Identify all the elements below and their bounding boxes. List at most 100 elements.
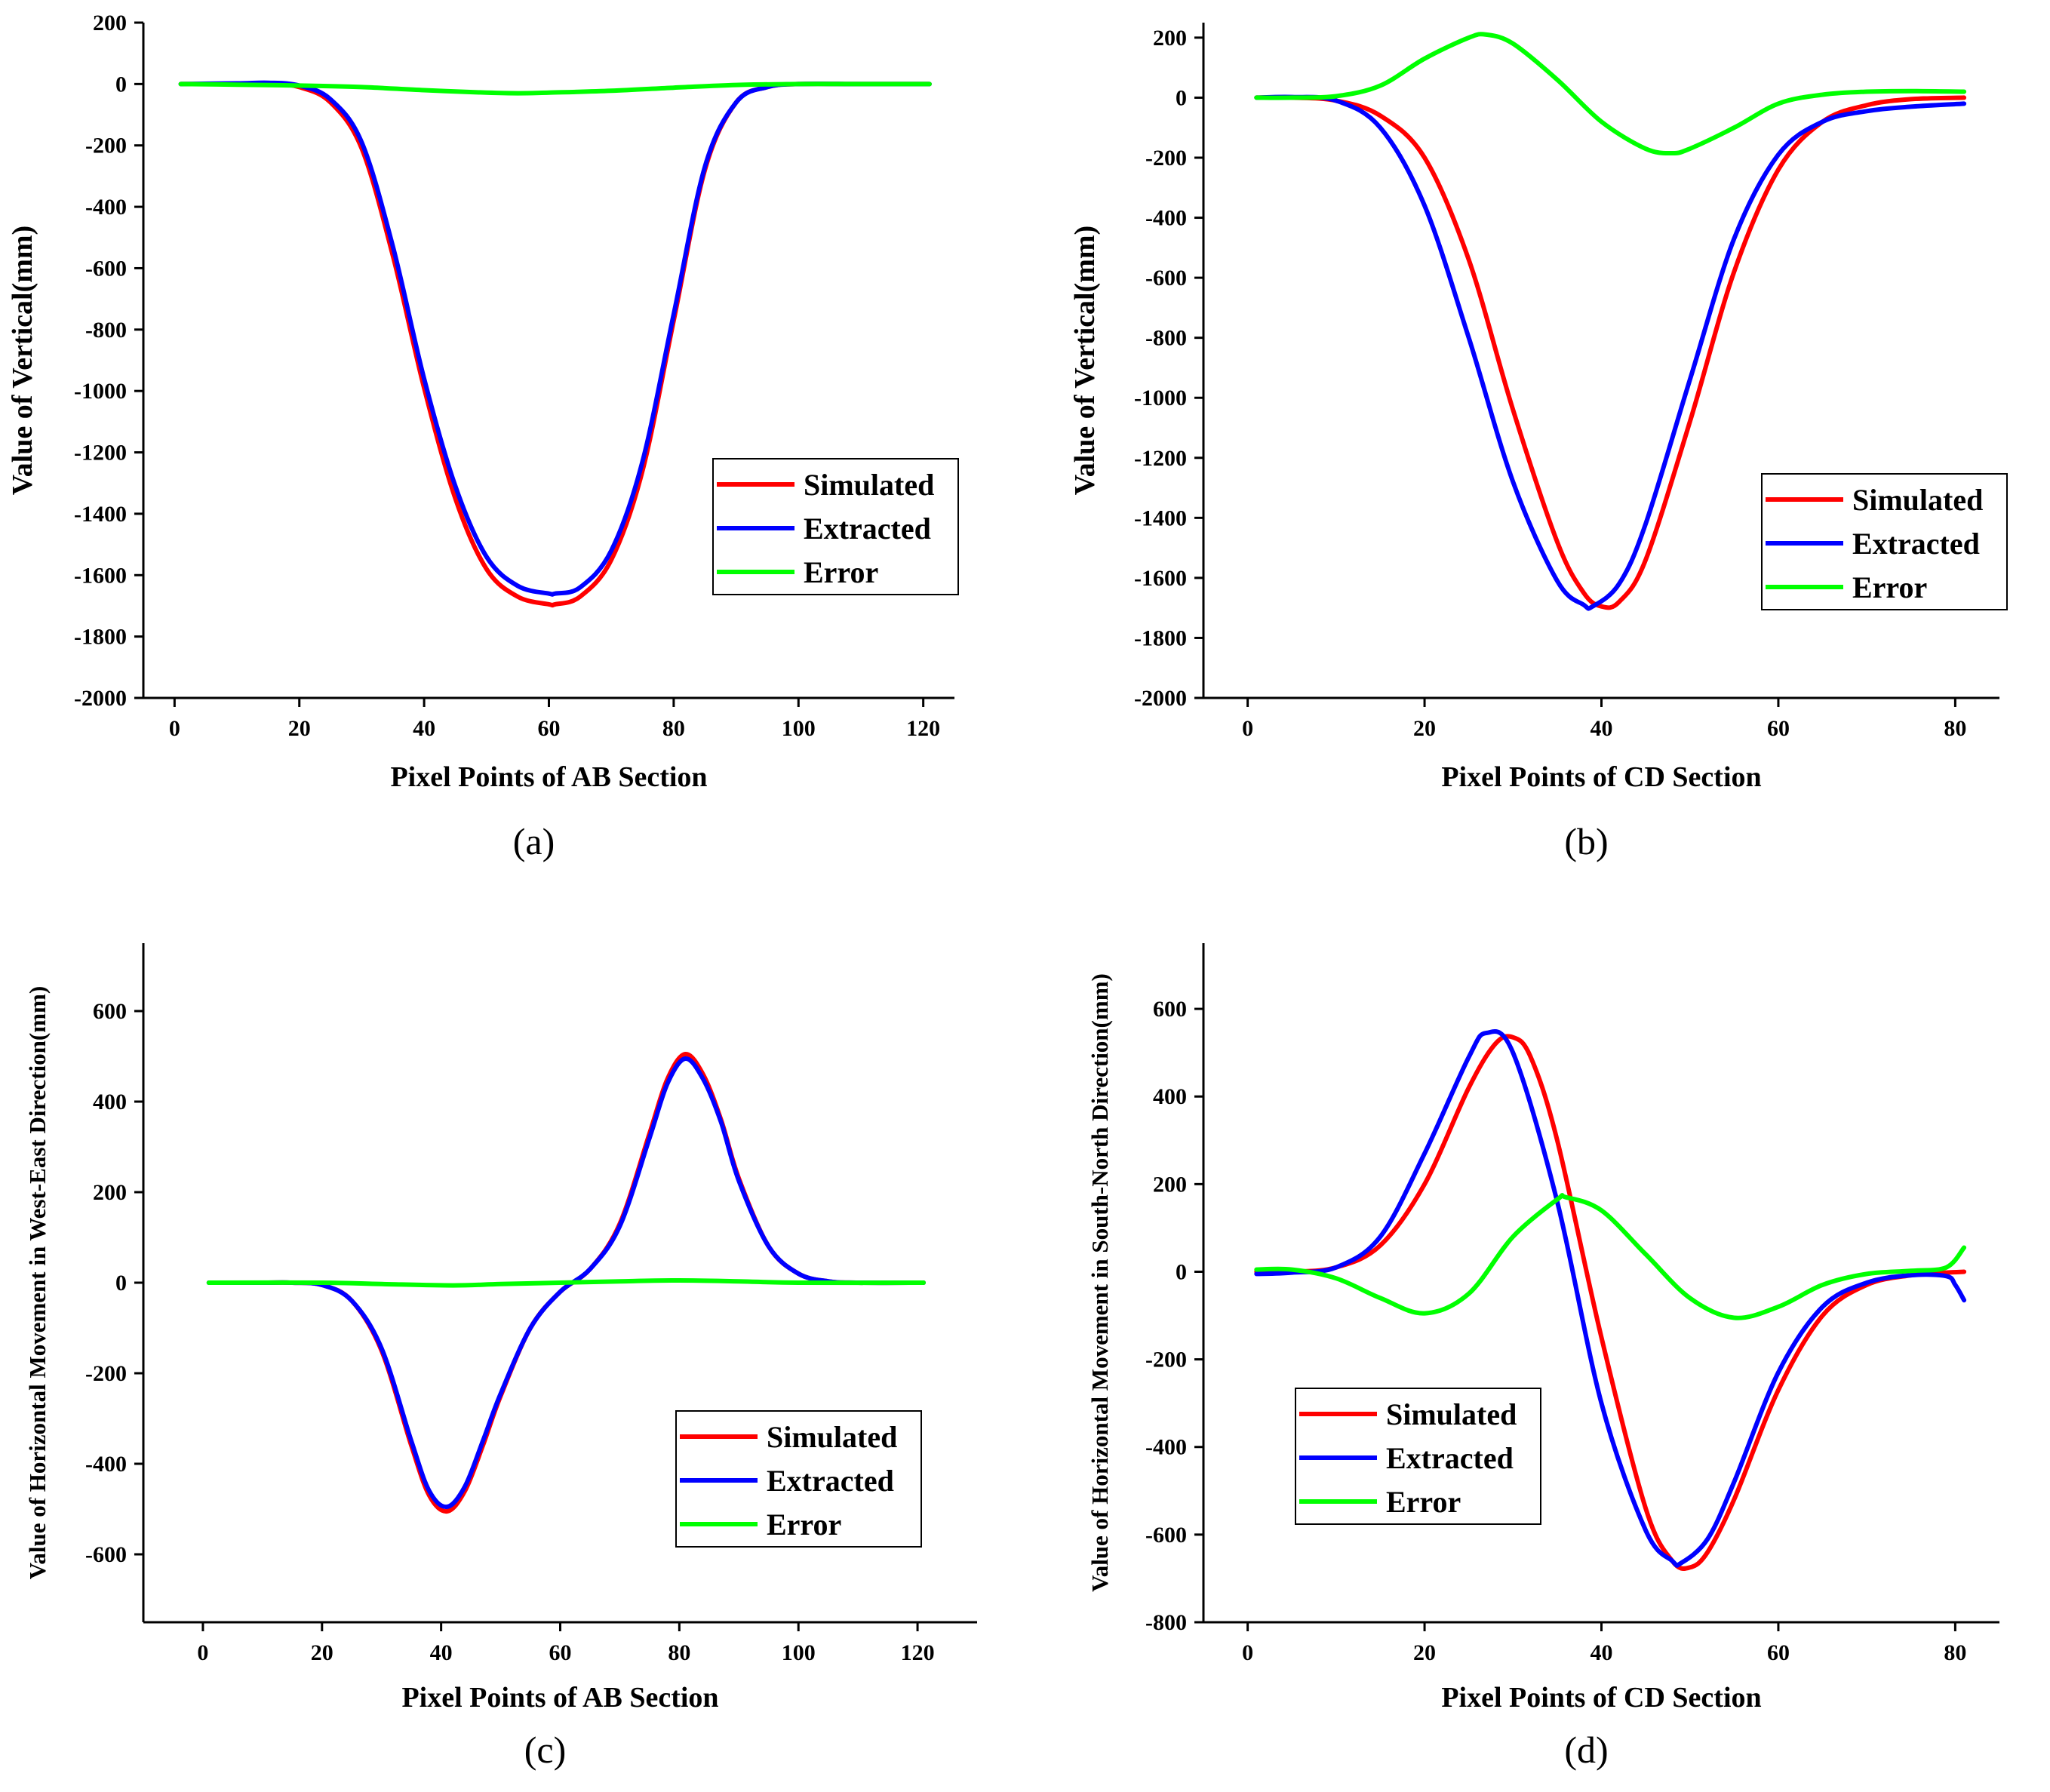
y-axis-title: Value of Vertical(mm) bbox=[7, 226, 38, 495]
legend-label-error: Error bbox=[1852, 570, 1927, 604]
panel-label: (b) bbox=[1564, 820, 1608, 862]
x-axis-title: Pixel Points of CD Section bbox=[1441, 1682, 1761, 1714]
y-tick-label: 0 bbox=[115, 72, 127, 97]
x-tick-label: 80 bbox=[668, 1640, 690, 1665]
y-tick-label: 600 bbox=[1153, 997, 1187, 1022]
y-axis-title: Value of Horizontal Movement in West-Eas… bbox=[24, 986, 51, 1579]
x-tick-label: 20 bbox=[1413, 1640, 1436, 1665]
x-tick-label: 0 bbox=[1242, 1640, 1253, 1665]
y-tick-label: -1200 bbox=[74, 441, 127, 466]
y-tick-label: -2000 bbox=[1134, 686, 1187, 711]
y-tick-label: -2000 bbox=[74, 686, 127, 711]
y-tick-label: -1200 bbox=[1134, 446, 1187, 471]
series-line-extracted bbox=[178, 80, 932, 597]
legend-label-extracted: Extracted bbox=[804, 512, 931, 546]
legend: Simulated Extracted Error bbox=[1761, 473, 2008, 610]
x-tick-label: 60 bbox=[1767, 716, 1790, 741]
y-tick-label: 0 bbox=[115, 1271, 127, 1296]
series-line-extracted bbox=[1254, 1029, 1967, 1568]
x-tick-label: 120 bbox=[906, 716, 940, 741]
y-tick-label: -200 bbox=[1145, 146, 1187, 171]
x-tick-label: 20 bbox=[1413, 716, 1436, 741]
panel-label: (c) bbox=[524, 1729, 567, 1771]
legend-label-error: Error bbox=[1386, 1485, 1461, 1519]
x-tick-label: 40 bbox=[1591, 1640, 1613, 1665]
x-tick-label: 80 bbox=[662, 716, 685, 741]
y-tick-label: -1600 bbox=[74, 563, 127, 588]
legend-label-error: Error bbox=[767, 1508, 841, 1541]
legend-label-extracted: Extracted bbox=[767, 1464, 894, 1498]
y-tick-label: 200 bbox=[93, 11, 127, 35]
x-tick-label: 60 bbox=[538, 716, 561, 741]
series-line-error bbox=[1254, 32, 1967, 156]
series-line-simulated bbox=[1254, 95, 1967, 610]
legend: Simulated Extracted Error bbox=[712, 458, 959, 595]
x-tick-label: 120 bbox=[901, 1640, 935, 1665]
chart-panel-d: 0 20 40 60 80 -800 -600 -400 -200 0 200 400 600 Pixel… bbox=[1086, 943, 1999, 1771]
y-tick-label: -1800 bbox=[1134, 626, 1187, 650]
x-axis-title: Pixel Points of AB Section bbox=[401, 1682, 718, 1714]
x-tick-label: 100 bbox=[782, 1640, 816, 1665]
series-line-extracted bbox=[1254, 94, 1967, 611]
y-axis-title: Value of Vertical(mm) bbox=[1069, 226, 1101, 495]
x-tick-label: 40 bbox=[1591, 716, 1613, 741]
y-tick-label: 0 bbox=[1176, 1259, 1187, 1284]
y-tick-label: -800 bbox=[1145, 1610, 1187, 1635]
y-axis-title: Value of Horizontal Movement in South-No… bbox=[1086, 973, 1113, 1592]
y-tick-label: 200 bbox=[93, 1180, 127, 1205]
x-tick-label: 60 bbox=[549, 1640, 572, 1665]
y-tick-label: -400 bbox=[85, 1452, 127, 1477]
legend-label-simulated: Simulated bbox=[767, 1420, 897, 1454]
y-tick-label: -1400 bbox=[1134, 506, 1187, 530]
y-tick-label: -400 bbox=[1145, 206, 1187, 231]
series-line-simulated bbox=[1254, 1034, 1967, 1571]
legend-label-extracted: Extracted bbox=[1386, 1441, 1514, 1475]
legend-label-simulated: Simulated bbox=[1852, 483, 1983, 517]
y-tick-label: -600 bbox=[85, 1542, 127, 1567]
series-line-error bbox=[178, 81, 932, 96]
legend-label-extracted: Extracted bbox=[1852, 527, 1980, 561]
y-tick-label: -400 bbox=[85, 195, 127, 220]
y-tick-label: -400 bbox=[1145, 1435, 1187, 1460]
series-line-extracted bbox=[206, 1056, 926, 1510]
x-tick-label: 0 bbox=[169, 716, 180, 741]
legend: Simulated Extracted Error bbox=[1295, 1388, 1541, 1525]
x-tick-label: 60 bbox=[1767, 1640, 1790, 1665]
x-axis-title: Pixel Points of CD Section bbox=[1441, 761, 1761, 793]
x-tick-label: 80 bbox=[1944, 716, 1966, 741]
x-tick-label: 80 bbox=[1944, 1640, 1966, 1665]
x-tick-label: 0 bbox=[197, 1640, 208, 1665]
x-axis-title: Pixel Points of AB Section bbox=[390, 761, 707, 793]
y-tick-label: 200 bbox=[1153, 26, 1187, 51]
y-tick-label: -800 bbox=[85, 318, 127, 343]
series-line-error bbox=[1254, 1193, 1967, 1320]
legend: Simulated Extracted Error bbox=[675, 1410, 922, 1548]
y-tick-label: 400 bbox=[1153, 1084, 1187, 1109]
y-tick-label: -600 bbox=[1145, 266, 1187, 290]
y-tick-label: -200 bbox=[85, 134, 127, 158]
y-tick-label: 200 bbox=[1153, 1172, 1187, 1197]
x-tick-label: 0 bbox=[1242, 716, 1253, 741]
chart-panel-c: 0 20 40 60 80 100 120 -600 -400 -200 0 200 400 600 Pix… bbox=[24, 943, 977, 1771]
legend-label-simulated: Simulated bbox=[1386, 1397, 1517, 1431]
y-tick-label: -200 bbox=[1145, 1348, 1187, 1372]
legend-label-simulated: Simulated bbox=[804, 468, 934, 502]
x-tick-label: 20 bbox=[311, 1640, 333, 1665]
y-tick-label: -1800 bbox=[74, 625, 127, 650]
y-tick-label: -600 bbox=[85, 256, 127, 281]
y-tick-label: -1000 bbox=[74, 379, 127, 404]
y-tick-label: -1600 bbox=[1134, 566, 1187, 591]
chart-panel-b: 0 20 40 60 80-2000-1800-1600-1400-1200-1000-… bbox=[1069, 23, 2008, 862]
panel-label: (a) bbox=[513, 820, 555, 862]
y-tick-label: -800 bbox=[1145, 326, 1187, 351]
chart-panel-a: 0 20 40 60 80 100 120-2000-1800-1600-1400-1200… bbox=[7, 11, 959, 862]
x-tick-label: 20 bbox=[288, 716, 311, 741]
legend-label-error: Error bbox=[804, 555, 878, 589]
y-tick-label: 400 bbox=[93, 1090, 127, 1114]
y-tick-label: 600 bbox=[93, 999, 127, 1024]
x-tick-label: 40 bbox=[430, 1640, 453, 1665]
x-tick-label: 40 bbox=[413, 716, 435, 741]
y-tick-label: 0 bbox=[1176, 85, 1187, 110]
y-tick-label: -1400 bbox=[74, 502, 127, 527]
